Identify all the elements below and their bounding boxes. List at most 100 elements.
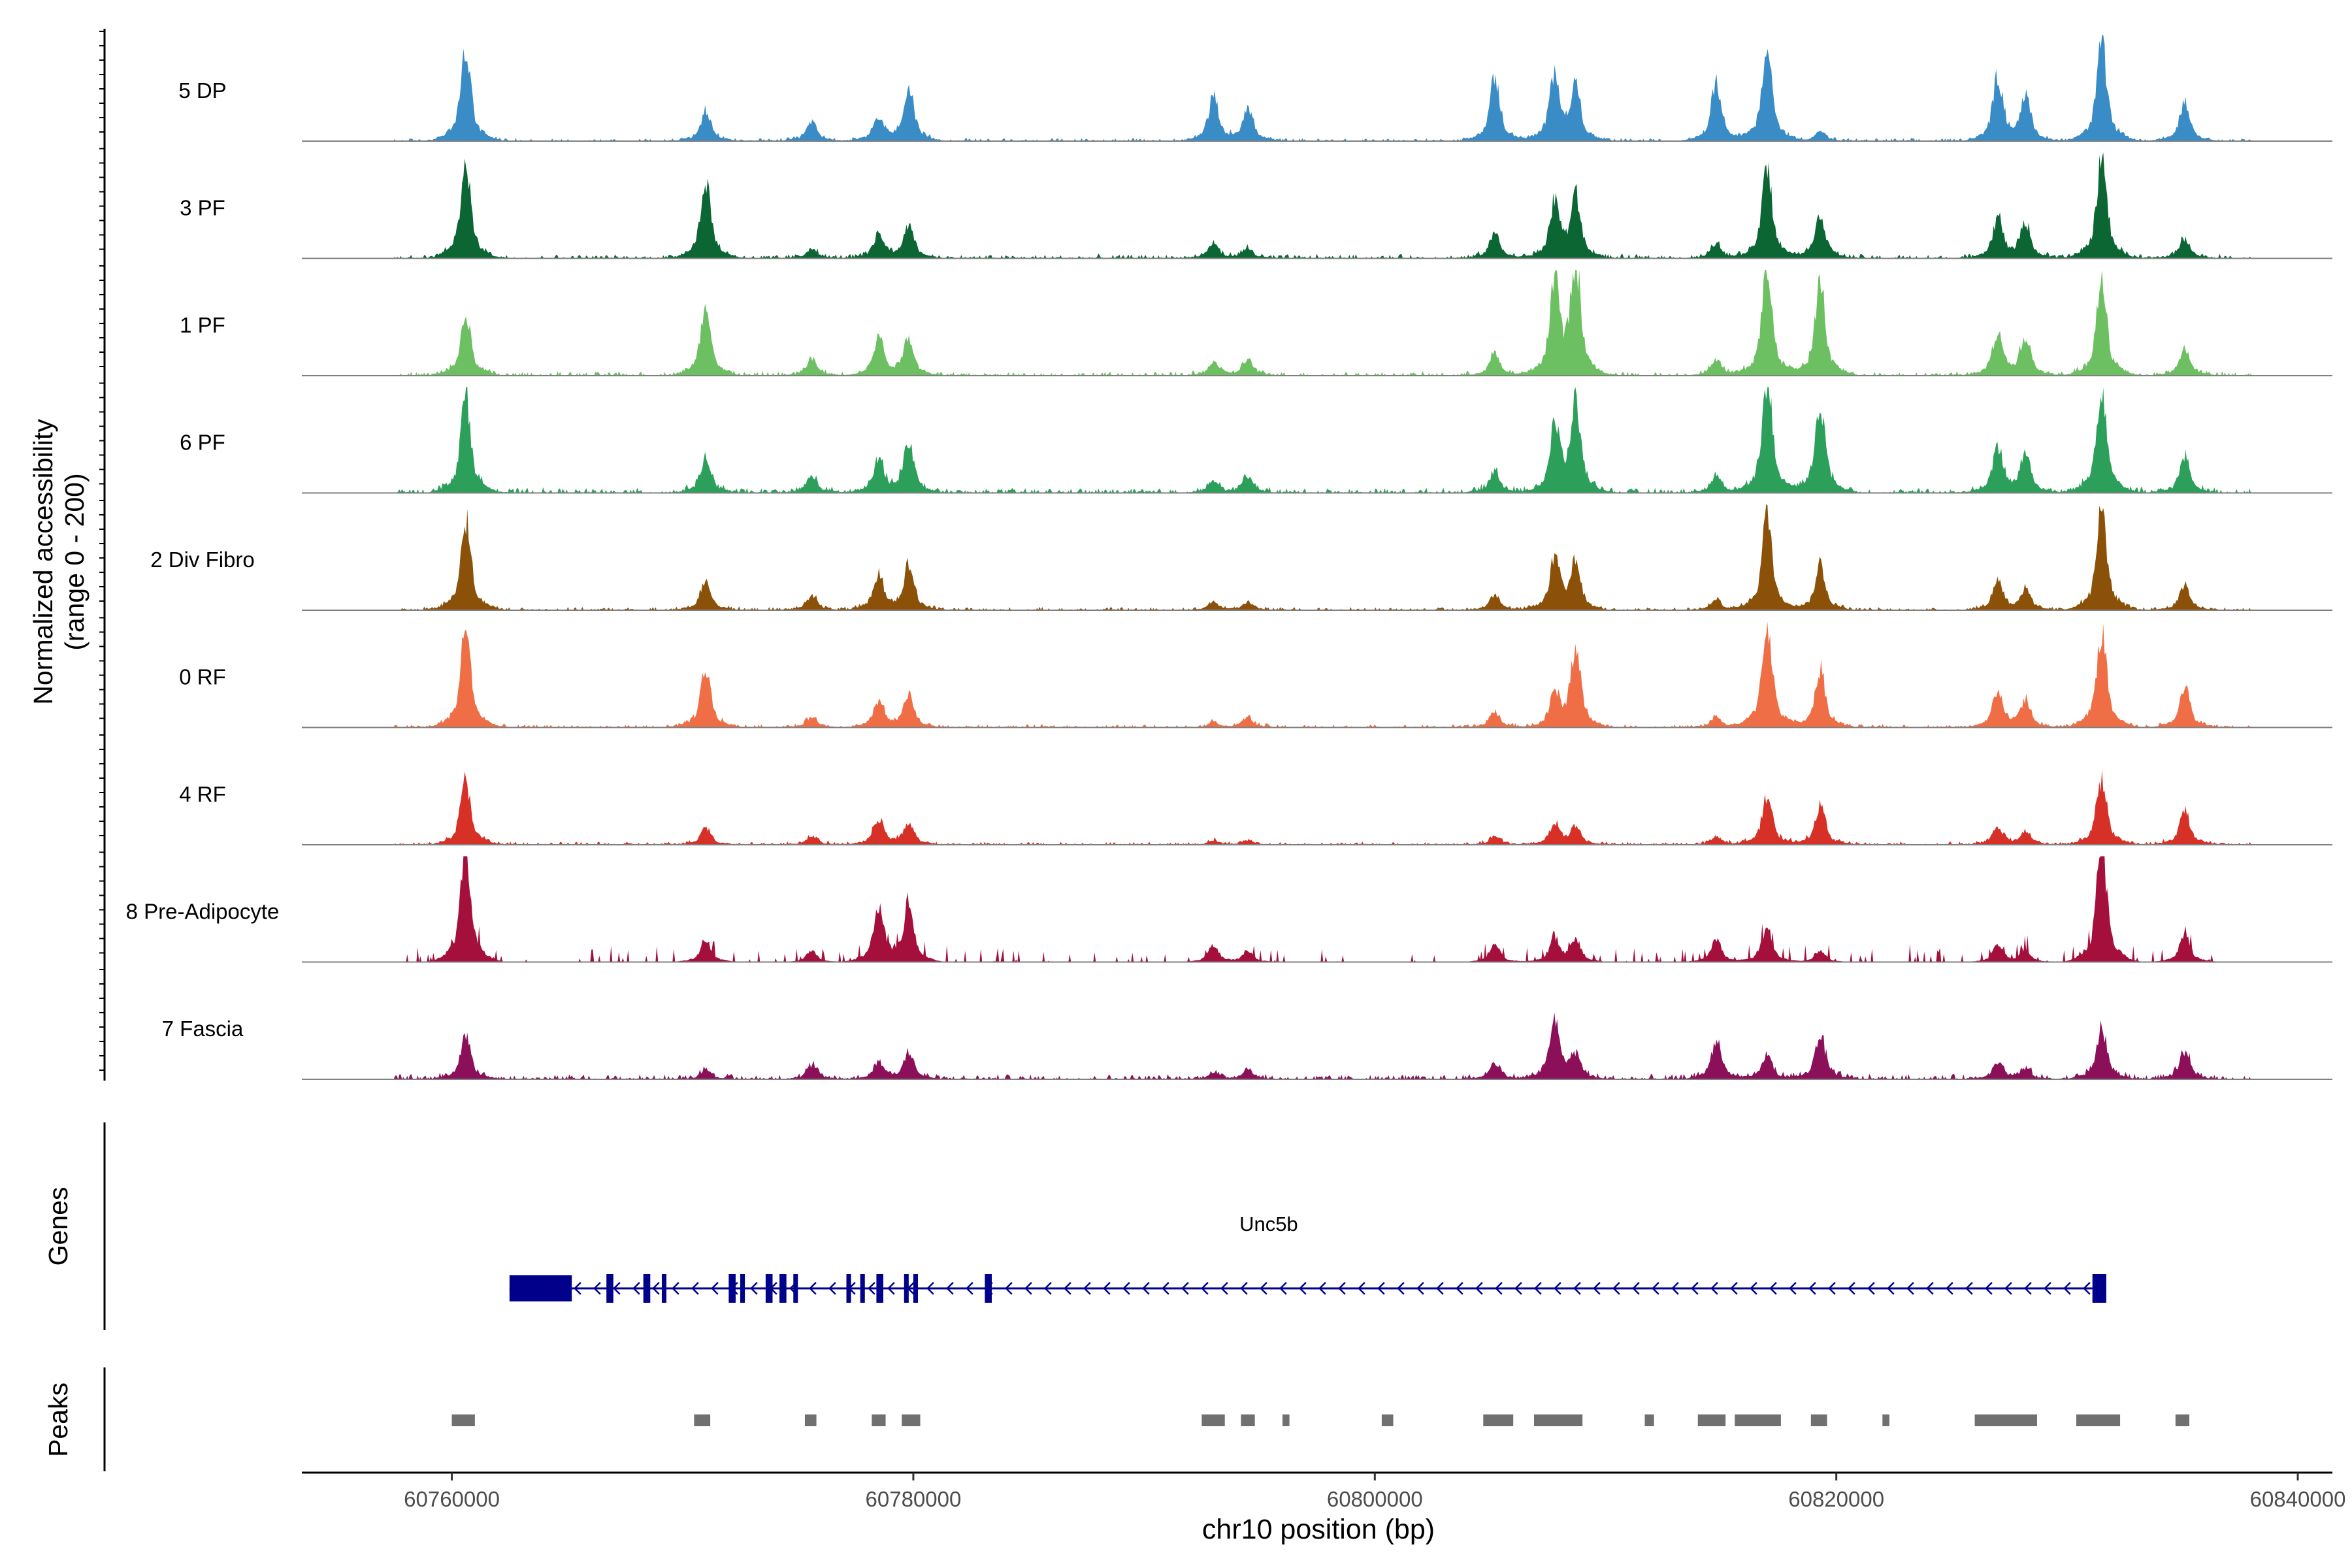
strand-arrow bbox=[1475, 1282, 1483, 1295]
track-label: 2 Div Fibro bbox=[150, 547, 255, 572]
strand-arrow bbox=[1906, 1282, 1914, 1295]
gene-exon bbox=[913, 1274, 918, 1303]
strand-arrow bbox=[1142, 1282, 1150, 1295]
y-axis-ticks bbox=[99, 31, 105, 1071]
x-tick-label: 60780000 bbox=[866, 1487, 962, 1511]
track-7-fascia: 7 Fascia bbox=[162, 1012, 2332, 1080]
track-4-rf: 4 RF bbox=[179, 770, 2332, 845]
strand-arrow bbox=[1005, 1282, 1013, 1295]
y-axis-label-line2: (range 0 - 200) bbox=[59, 473, 90, 650]
track-0-rf: 0 RF bbox=[179, 621, 2332, 728]
strand-arrow bbox=[809, 1282, 817, 1295]
gene-exon bbox=[860, 1274, 865, 1303]
peak-region bbox=[902, 1414, 921, 1426]
gene-exon bbox=[876, 1274, 884, 1303]
track-5-dp: 5 DP bbox=[178, 35, 2332, 142]
strand-arrow bbox=[1260, 1282, 1267, 1295]
strand-arrow bbox=[1024, 1282, 1032, 1295]
track-signal bbox=[394, 856, 2252, 962]
strand-arrow bbox=[1710, 1282, 1718, 1295]
gene-exon bbox=[765, 1274, 773, 1303]
peak-region bbox=[1735, 1414, 1781, 1426]
strand-arrow bbox=[1887, 1282, 1895, 1295]
track-signal bbox=[394, 270, 2252, 376]
gene-exon bbox=[740, 1274, 745, 1303]
track-signal bbox=[394, 1012, 2252, 1079]
peak-region bbox=[1974, 1414, 2037, 1426]
gene-exon bbox=[985, 1274, 992, 1303]
strand-arrow bbox=[1946, 1282, 1953, 1295]
peak-region bbox=[1282, 1414, 1290, 1426]
peaks-panel bbox=[103, 1367, 2190, 1471]
peak-region bbox=[451, 1414, 475, 1426]
x-axis-label: chr10 position (bp) bbox=[1202, 1514, 1435, 1545]
gene-exon bbox=[779, 1274, 787, 1303]
strand-arrow bbox=[1201, 1282, 1209, 1295]
strand-arrow bbox=[1279, 1282, 1287, 1295]
strand-arrow bbox=[2024, 1282, 2032, 1295]
strand-arrow bbox=[2044, 1282, 2051, 1295]
track-label: 4 RF bbox=[179, 782, 226, 806]
strand-arrow bbox=[1299, 1282, 1307, 1295]
strand-arrow bbox=[750, 1282, 758, 1295]
track-8-pre-adipocyte: 8 Pre-Adipocyte bbox=[126, 856, 2332, 963]
peak-region bbox=[694, 1414, 711, 1426]
track-1-pf: 1 PF bbox=[180, 270, 2332, 376]
track-signal bbox=[394, 35, 2252, 141]
strand-arrow bbox=[1789, 1282, 1797, 1295]
strand-arrow bbox=[1828, 1282, 1836, 1295]
track-signal bbox=[394, 621, 2252, 728]
track-label: 3 PF bbox=[180, 196, 225, 220]
gene-exon bbox=[904, 1274, 909, 1303]
x-tick-label: 60820000 bbox=[1788, 1487, 1884, 1511]
peak-region bbox=[2175, 1414, 2190, 1426]
x-tick-label: 60800000 bbox=[1327, 1487, 1423, 1511]
track-signal bbox=[394, 504, 2252, 610]
strand-arrow bbox=[946, 1282, 954, 1295]
strand-arrow bbox=[672, 1282, 679, 1295]
strand-arrow bbox=[1416, 1282, 1424, 1295]
strand-arrow bbox=[966, 1282, 973, 1295]
strand-arrow bbox=[1122, 1282, 1130, 1295]
x-axis: 60760000 60780000 60800000 60820000 60840000 bbox=[302, 1471, 2345, 1511]
track-2-div-fibro: 2 Div Fibro bbox=[150, 504, 2332, 611]
strand-arrow bbox=[1181, 1282, 1189, 1295]
gene-exon bbox=[643, 1274, 651, 1303]
strand-arrow bbox=[1652, 1282, 1659, 1295]
coverage-tracks: 5 DP 3 PF 1 PF 6 PF 2 Div Fibro 0 RF 4 RF 8 Pre… bbox=[99, 29, 2332, 1081]
strand-arrow bbox=[1318, 1282, 1326, 1295]
strand-arrow bbox=[2063, 1282, 2071, 1295]
track-label: 0 RF bbox=[179, 665, 226, 689]
strand-arrow bbox=[1064, 1282, 1071, 1295]
genes-panel-label: Genes bbox=[43, 1187, 73, 1266]
track-label: 6 PF bbox=[180, 431, 225, 455]
gene-exon bbox=[509, 1275, 572, 1301]
strand-arrow bbox=[868, 1282, 875, 1295]
strand-arrow bbox=[2004, 1282, 2012, 1295]
strand-arrow bbox=[1848, 1282, 1855, 1295]
strand-arrow bbox=[1573, 1282, 1581, 1295]
strand-arrow bbox=[1593, 1282, 1601, 1295]
strand-arrow bbox=[1750, 1282, 1757, 1295]
strand-arrow bbox=[1514, 1282, 1522, 1295]
strand-arrow bbox=[926, 1282, 934, 1295]
peak-region bbox=[1882, 1414, 1889, 1426]
peak-region bbox=[1201, 1414, 1225, 1426]
strand-arrow bbox=[1240, 1282, 1248, 1295]
strand-arrow bbox=[1103, 1282, 1111, 1295]
strand-arrow bbox=[1926, 1282, 1934, 1295]
strand-arrow bbox=[1083, 1282, 1091, 1295]
strand-arrow bbox=[1965, 1282, 1973, 1295]
strand-arrow bbox=[613, 1282, 621, 1295]
peak-region bbox=[804, 1414, 817, 1426]
strand-arrow bbox=[1456, 1282, 1463, 1295]
strand-arrow bbox=[1338, 1282, 1346, 1295]
track-label: 1 PF bbox=[180, 313, 225, 337]
strand-arrow bbox=[1554, 1282, 1561, 1295]
peak-region bbox=[1810, 1414, 1827, 1426]
strand-arrow bbox=[1691, 1282, 1699, 1295]
peak-region bbox=[1483, 1414, 1514, 1426]
strand-arrow bbox=[1162, 1282, 1169, 1295]
peak-region bbox=[1644, 1414, 1654, 1426]
